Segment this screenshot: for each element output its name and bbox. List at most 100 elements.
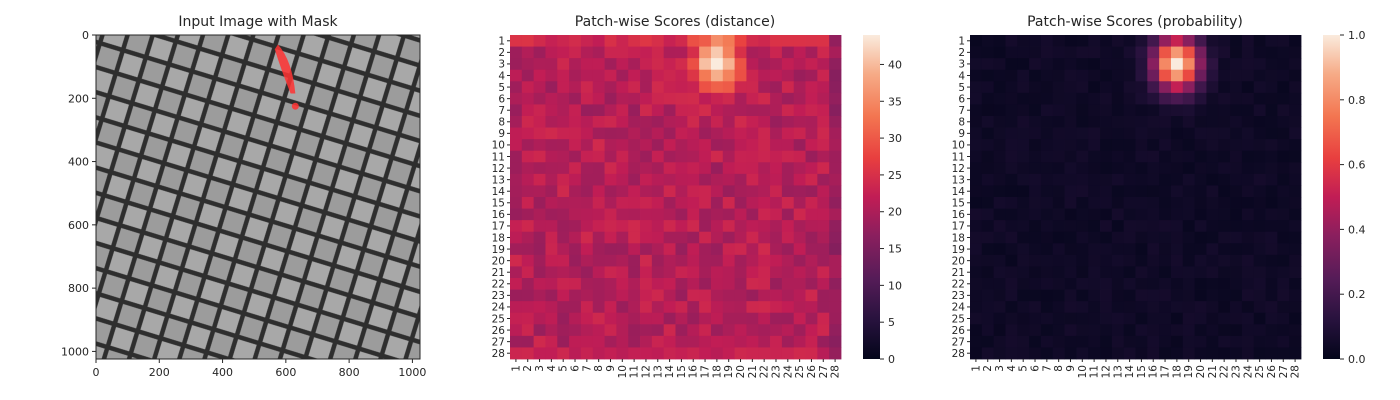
heatmap-cell <box>746 150 759 163</box>
heatmap-cell <box>1111 324 1125 337</box>
heatmap-cell <box>817 266 830 279</box>
heatmap-cell <box>651 335 665 348</box>
heatmap-cell <box>981 81 995 94</box>
panel3-y-axis: 1234567891011121314151617181920212223242… <box>952 36 970 360</box>
col-label: 2 <box>522 365 534 372</box>
heatmap-cell <box>1159 208 1172 221</box>
heatmap-cell <box>675 231 688 244</box>
heatmap-cell <box>545 197 558 209</box>
heatmap-cell <box>817 58 830 71</box>
heatmap-cell <box>545 92 558 105</box>
heatmap-cell <box>1218 243 1231 256</box>
heatmap-cell <box>1170 35 1184 47</box>
heatmap-cell <box>1206 289 1219 302</box>
heatmap-cell <box>1111 278 1125 290</box>
heatmap-cell <box>1088 46 1101 59</box>
heatmap-cell <box>981 347 995 360</box>
heatmap-cell <box>510 139 523 152</box>
heatmap-cell <box>1218 150 1231 163</box>
heatmap-cell <box>580 278 594 290</box>
heatmap-cell <box>651 220 665 233</box>
heatmap-cell <box>521 301 535 314</box>
col-label: 6 <box>1030 365 1042 372</box>
heatmap-cell <box>580 127 594 140</box>
panel-distance-heatmap: Patch-wise Scores (distance) 12345678910… <box>492 14 902 378</box>
heatmap-cell <box>580 162 594 175</box>
heatmap-cell <box>533 58 546 71</box>
heatmap-cell <box>1218 208 1231 221</box>
heatmap-cell <box>1040 324 1054 337</box>
heatmap-cell <box>1182 278 1196 290</box>
heatmap-cell <box>1230 69 1243 82</box>
heatmap-cell <box>1265 162 1278 175</box>
heatmap-cell <box>1277 81 1290 94</box>
heatmap-cell <box>1076 243 1089 256</box>
heatmap-cell <box>640 104 653 117</box>
heatmap-cell <box>805 185 818 198</box>
heatmap-cell <box>1076 104 1089 117</box>
col-label: 17 <box>700 365 712 378</box>
y-tick-label: 200 <box>68 92 89 105</box>
heatmap-cell <box>1194 266 1207 279</box>
heatmap-cell <box>805 266 818 279</box>
heatmap-cell <box>993 278 1006 290</box>
heatmap-cell <box>675 220 688 233</box>
heatmap-cell <box>1029 278 1042 290</box>
heatmap-cell <box>1040 116 1054 128</box>
col-label: 28 <box>1290 365 1302 378</box>
heatmap-cell <box>1064 208 1077 221</box>
col-label: 26 <box>1266 365 1278 379</box>
heatmap-cell <box>1253 220 1266 233</box>
heatmap-cell <box>1029 69 1042 82</box>
heatmap-cell <box>1005 35 1018 47</box>
heatmap-cell <box>1135 312 1148 325</box>
heatmap-cell <box>710 139 724 152</box>
heatmap-cell <box>981 208 995 221</box>
heatmap-cell <box>687 231 700 244</box>
heatmap-cell <box>970 278 983 290</box>
heatmap-cell <box>604 35 617 47</box>
heatmap-cell <box>521 266 535 279</box>
col-label: 23 <box>770 365 782 378</box>
heatmap-cell <box>1088 104 1101 117</box>
heatmap-cell <box>1017 92 1030 105</box>
heatmap-cell <box>734 278 747 290</box>
heatmap-cell <box>1040 254 1054 267</box>
heatmap-cell <box>604 278 617 290</box>
heatmap-cell <box>1064 289 1077 302</box>
heatmap-cell <box>993 243 1006 256</box>
heatmap-cell <box>993 185 1006 198</box>
heatmap-cell <box>1029 185 1042 198</box>
heatmap-cell <box>521 197 535 209</box>
heatmap-cell <box>628 197 641 209</box>
heatmap-cell <box>805 139 818 152</box>
heatmap-cell <box>569 116 582 128</box>
heatmap-cell <box>758 35 771 47</box>
heatmap-cell <box>829 35 842 47</box>
heatmap-cell <box>628 289 641 302</box>
heatmap-cell <box>805 220 818 233</box>
heatmap-cell <box>1076 278 1089 290</box>
heatmap-cell <box>1218 289 1231 302</box>
heatmap-cell <box>545 254 558 267</box>
heatmap-cell <box>734 162 747 175</box>
mask-overlay <box>274 44 299 110</box>
heatmap-cell <box>993 81 1006 94</box>
heatmap-cell <box>1289 127 1302 140</box>
row-label: 12 <box>952 163 965 175</box>
heatmap-cell <box>580 335 594 348</box>
heatmap-cell <box>687 127 700 140</box>
heatmap-cell <box>510 173 523 186</box>
heatmap-cell <box>628 46 641 59</box>
row-label: 25 <box>492 313 505 325</box>
heatmap-cell <box>770 231 783 244</box>
heatmap-cell <box>604 46 617 59</box>
heatmap-cell <box>651 208 665 221</box>
heatmap-cell <box>1100 92 1113 105</box>
heatmap-cell <box>640 243 653 256</box>
heatmap-cell <box>1253 335 1266 348</box>
heatmap-cell <box>545 324 558 337</box>
heatmap-cell <box>1005 324 1018 337</box>
heatmap-cell <box>1253 162 1266 175</box>
heatmap-cell <box>793 46 806 59</box>
